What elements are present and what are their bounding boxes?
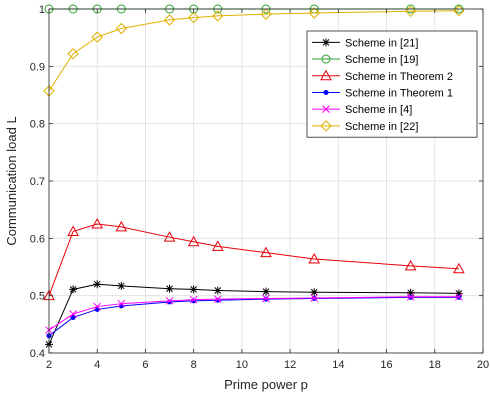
x-tick-label: 20 xyxy=(477,359,489,371)
legend-marker xyxy=(321,54,331,64)
x-tick-label: 8 xyxy=(191,359,197,371)
legend-label: Scheme in [4] xyxy=(345,104,412,116)
legend-label: Scheme in [21] xyxy=(345,37,418,49)
legend-marker xyxy=(322,38,330,47)
data-point xyxy=(406,292,415,301)
legend-label: Scheme in [22] xyxy=(345,121,418,133)
legend-label: Scheme in Theorem 1 xyxy=(345,87,453,99)
data-point xyxy=(70,314,76,320)
data-point xyxy=(69,285,78,294)
data-point xyxy=(262,294,270,303)
legend-label: Scheme in Theorem 2 xyxy=(345,71,453,83)
legend-item: Scheme in [19] xyxy=(312,54,418,66)
data-point xyxy=(404,259,417,271)
y-tick-label: 0.9 xyxy=(30,61,45,73)
data-point xyxy=(189,295,198,304)
data-point xyxy=(212,10,224,22)
data-point xyxy=(187,235,200,247)
data-point xyxy=(455,292,463,301)
data-point xyxy=(310,294,319,302)
x-axis-label: Prime power p xyxy=(224,377,308,392)
data-point xyxy=(213,295,222,303)
data-point xyxy=(404,5,417,18)
ticks: 2 4 6 8 10 12 14 16 18 20 0.4 0.5 0.6 0.7 0.8 0.9 1 xyxy=(30,4,489,371)
series-5 xyxy=(45,292,463,334)
data-point xyxy=(67,48,79,60)
x-tick-label: 18 xyxy=(429,359,441,371)
data-point xyxy=(187,11,200,24)
x-tick-label: 14 xyxy=(332,359,344,371)
data-point xyxy=(163,231,176,242)
data-point xyxy=(91,31,103,43)
data-point xyxy=(310,288,319,297)
data-point xyxy=(117,281,126,290)
data-point xyxy=(262,287,270,296)
x-tick-label: 16 xyxy=(380,359,392,371)
data-point xyxy=(308,252,321,264)
data-point xyxy=(213,286,222,295)
legend-item: Scheme in Theorem 1 xyxy=(312,87,453,99)
x-tick-label: 4 xyxy=(94,359,100,371)
x-tick-label: 2 xyxy=(46,359,52,371)
legend-item: Scheme in [4] xyxy=(312,104,412,116)
data-point xyxy=(308,7,320,19)
data-point xyxy=(189,285,198,294)
series-line xyxy=(48,10,459,92)
data-point xyxy=(93,302,102,311)
data-point xyxy=(91,217,104,229)
data-point xyxy=(93,280,102,289)
x-tick-label: 10 xyxy=(236,359,248,371)
data-point xyxy=(211,240,224,251)
legend-label: Scheme in [19] xyxy=(345,54,418,66)
data-point xyxy=(165,296,174,305)
y-tick-label: 0.8 xyxy=(30,119,45,131)
series-layer xyxy=(43,4,465,349)
data-point xyxy=(453,262,465,274)
y-tick-label: 1 xyxy=(39,4,45,16)
data-point xyxy=(69,310,77,318)
legend-marker xyxy=(320,69,332,81)
legend-marker xyxy=(322,105,330,114)
data-point xyxy=(260,246,272,258)
legend-marker xyxy=(320,120,332,132)
data-point xyxy=(94,306,100,312)
data-point xyxy=(67,225,79,236)
data-point xyxy=(165,284,174,293)
data-point xyxy=(117,299,126,308)
y-tick-label: 0.6 xyxy=(30,233,45,245)
y-tick-label: 0.4 xyxy=(30,348,45,360)
legend-item: Scheme in [22] xyxy=(312,120,418,133)
legend-item: Scheme in [21] xyxy=(312,37,418,49)
data-point xyxy=(454,289,463,298)
data-point xyxy=(260,8,272,20)
x-tick-label: 12 xyxy=(284,359,296,371)
data-point xyxy=(115,220,128,232)
series-3 xyxy=(43,217,465,301)
series-line xyxy=(48,223,459,296)
legend-item: Scheme in Theorem 2 xyxy=(312,69,453,83)
legend-box xyxy=(306,30,478,138)
data-point xyxy=(163,14,176,26)
y-tick-label: 0.5 xyxy=(30,291,45,303)
legend-marker xyxy=(323,89,329,95)
data-point xyxy=(115,22,128,35)
y-tick-label: 0.7 xyxy=(30,176,45,188)
data-point xyxy=(406,288,415,297)
y-axis-label: Communication load L xyxy=(4,116,19,245)
legend: Scheme in [21] Scheme in [19] Scheme in Th… xyxy=(306,30,478,138)
x-tick-label: 6 xyxy=(142,359,148,371)
